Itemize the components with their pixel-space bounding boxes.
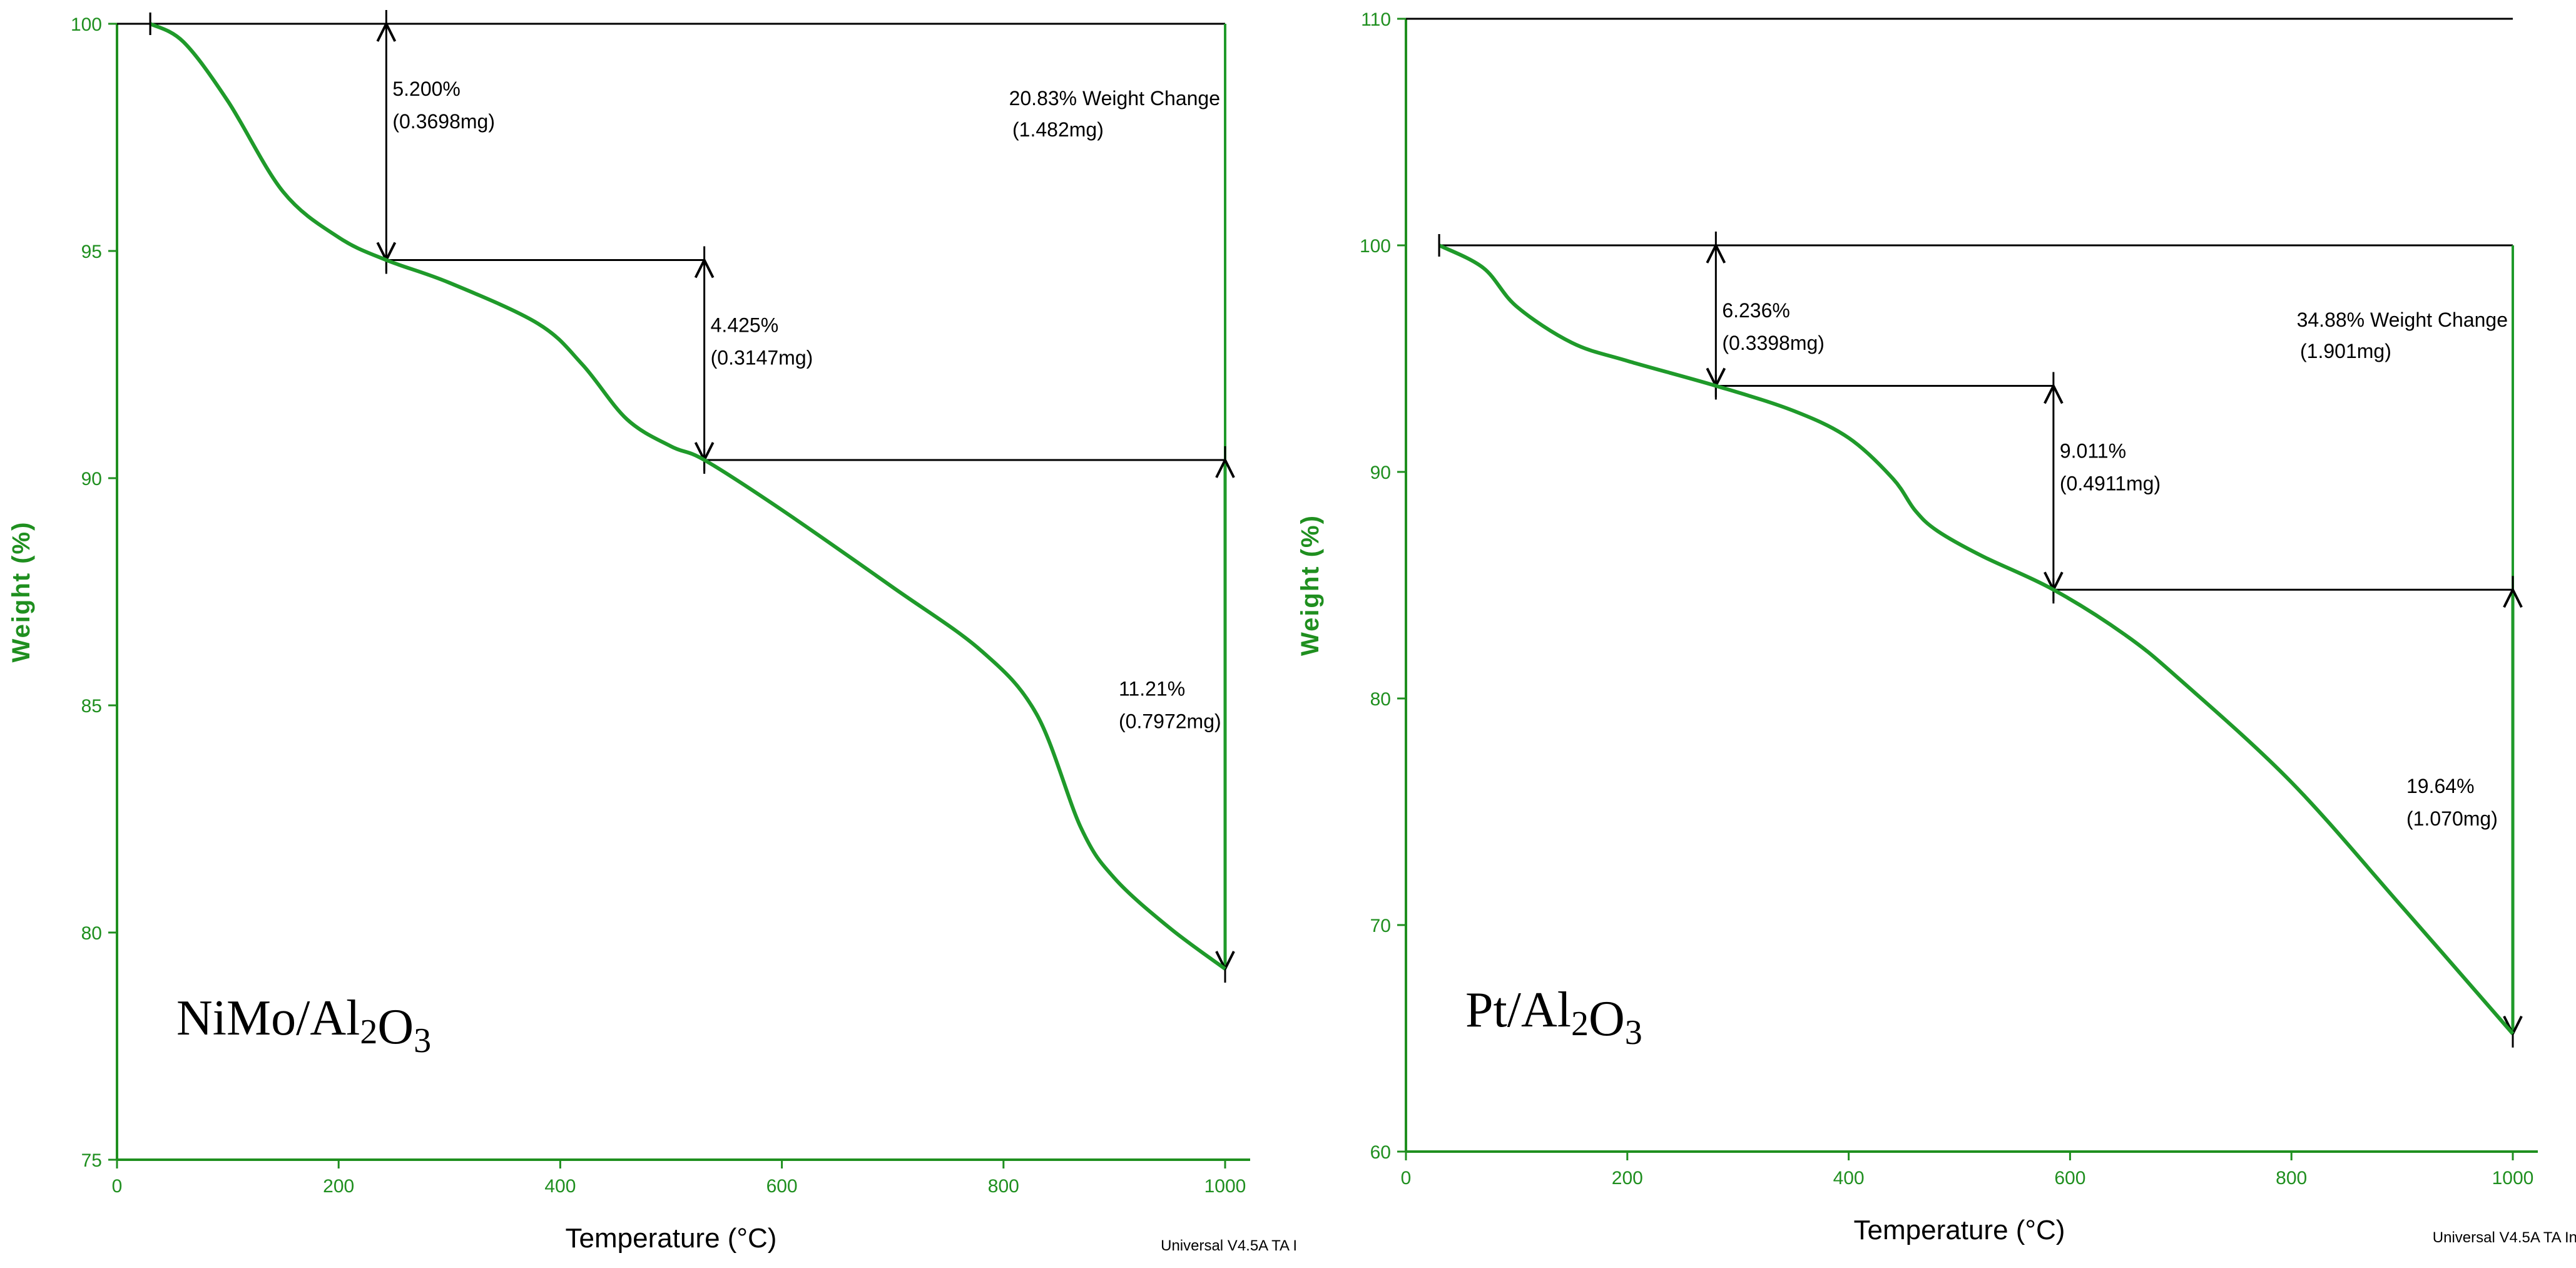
left-weight-curve [149, 22, 1226, 971]
left-step-mass-label: (0.3698mg) [392, 110, 495, 133]
right-step-mass-label: (1.070mg) [2406, 807, 2498, 830]
left-y-tick-label: 90 [81, 469, 102, 489]
right-footer-label: Universal V4.5A TA Ins [2433, 1229, 2576, 1246]
left-total-change-pct: 20.83% Weight Change [1009, 87, 1220, 110]
left-step-mass-label: (0.7972mg) [1119, 710, 1221, 733]
left-x-axis-title: Temperature (°C) [566, 1223, 777, 1254]
left-x-tick-label: 200 [323, 1176, 354, 1197]
right-x-tick-label: 400 [1833, 1168, 1865, 1189]
left-y-axis-title: Weight (%) [8, 521, 35, 663]
left-x-tick-label: 400 [544, 1176, 576, 1197]
right-x-tick-label: 1000 [2492, 1168, 2534, 1189]
right-y-tick-label: 60 [1370, 1142, 1391, 1163]
right-y-tick-label: 80 [1370, 689, 1391, 710]
right-step-pct-label: 6.236% [1722, 299, 1790, 322]
right-x-axis-title: Temperature (°C) [1854, 1215, 2065, 1245]
left-y-tick-label: 95 [81, 242, 102, 262]
right-x-tick-label: 800 [2276, 1168, 2307, 1189]
right-sample-label: Pt/Al2O3 [1465, 983, 1642, 1052]
right-x-tick-label: 0 [1401, 1168, 1412, 1189]
left-y-tick-label: 75 [81, 1150, 102, 1171]
left-step-pct-label: 5.200% [392, 78, 461, 100]
right-panel: 60 70 80 90 100 110 0 200 400 600 800 1000 Temperatu… [1296, 9, 2576, 1246]
right-step-pct-label: 9.011% [2060, 439, 2126, 462]
right-y-tick-label: 110 [1361, 9, 1391, 30]
left-x-tick-label: 800 [988, 1176, 1019, 1197]
right-y-axis-title: Weight (%) [1296, 514, 1324, 656]
right-step-pct-label: 19.64% [2406, 775, 2475, 797]
right-step-mass-label: (0.4911mg) [2060, 472, 2161, 494]
right-step-mass-label: (0.3398mg) [1722, 332, 1825, 354]
left-step-pct-label: 11.21% [1119, 678, 1185, 700]
left-footer-label: Universal V4.5A TA I [1161, 1237, 1297, 1254]
left-total-change-mass: (1.482mg) [1012, 118, 1104, 141]
left-step-mass-label: (0.3147mg) [711, 347, 813, 369]
right-total-change-pct: 34.88% Weight Change [2297, 309, 2508, 331]
right-weight-curve [1438, 243, 2515, 1035]
right-y-tick-label: 90 [1370, 463, 1391, 483]
left-x-tick-label: 1000 [1204, 1176, 1246, 1197]
left-y-tick-label: 100 [71, 14, 102, 35]
left-step-pct-label: 4.425% [711, 314, 779, 337]
right-total-change-mass: (1.901mg) [2300, 340, 2391, 362]
left-x-tick-label: 0 [112, 1176, 123, 1197]
right-y-tick-label: 70 [1370, 916, 1391, 936]
right-y-tick-label: 100 [1360, 236, 1391, 257]
right-x-tick-label: 600 [2054, 1168, 2085, 1189]
left-y-tick-label: 80 [81, 923, 102, 944]
left-x-tick-label: 600 [766, 1176, 798, 1197]
left-y-tick-label: 85 [81, 696, 102, 717]
left-sample-label: NiMo/Al2O3 [176, 991, 431, 1060]
right-x-tick-label: 200 [1612, 1168, 1643, 1189]
